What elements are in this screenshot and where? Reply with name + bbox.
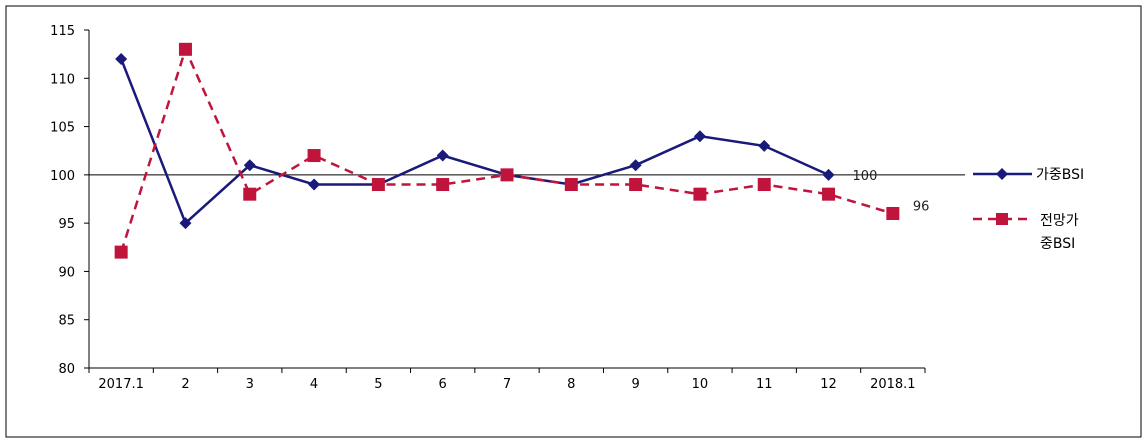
y-tick-label: 115 xyxy=(50,24,75,39)
y-tick-label: 80 xyxy=(58,362,75,377)
y-tick-label: 100 xyxy=(50,169,75,184)
x-tick-label: 4 xyxy=(310,377,318,392)
data-point-square xyxy=(178,42,192,56)
data-point-square xyxy=(629,178,643,192)
data-label: 100 xyxy=(853,169,878,184)
data-point-square xyxy=(500,168,514,182)
data-point-square xyxy=(693,187,707,201)
y-tick-label: 85 xyxy=(58,314,75,329)
data-point-diamond xyxy=(308,178,321,191)
x-tick-label: 2 xyxy=(181,377,189,392)
data-point-diamond xyxy=(629,159,642,172)
legend-label-0: 가중BSI xyxy=(1036,167,1084,183)
data-point-square xyxy=(243,187,257,201)
y-tick-label: 90 xyxy=(58,265,75,280)
data-point-diamond xyxy=(243,159,256,172)
legend-label-1-line: 중BSI xyxy=(1040,236,1075,252)
data-point-square xyxy=(564,178,578,192)
data-point-square xyxy=(436,178,450,192)
data-point-diamond xyxy=(115,52,128,65)
y-tick-label: 110 xyxy=(50,72,75,87)
data-point-diamond xyxy=(179,217,192,230)
x-tick-label: 2018.1 xyxy=(870,377,916,392)
data-label: 96 xyxy=(913,199,930,214)
data-point-square xyxy=(757,178,771,192)
x-tick-label: 2017.1 xyxy=(98,377,144,392)
legend-label-1-line: 전망가 xyxy=(1040,213,1079,229)
x-tick-label: 8 xyxy=(567,377,575,392)
plot-area: 80 85 90 95 100 105 110 115 2017.1 2 3 4 5 6 7 8 9 10 11 12… xyxy=(50,24,965,392)
x-tick-label: 3 xyxy=(246,377,254,392)
data-point-diamond xyxy=(758,139,771,152)
x-tick-label: 11 xyxy=(756,377,773,392)
data-point-square xyxy=(886,206,900,220)
y-tick-label: 105 xyxy=(50,121,75,136)
data-point-diamond xyxy=(822,168,835,181)
chart-border xyxy=(5,5,1142,438)
legend-marker-square xyxy=(996,213,1008,225)
x-tick-label: 7 xyxy=(503,377,511,392)
x-tick-label: 6 xyxy=(439,377,447,392)
y-tick-label: 95 xyxy=(58,217,75,232)
x-tick-label: 9 xyxy=(631,377,639,392)
legend-marker-diamond xyxy=(996,168,1008,180)
data-point-square xyxy=(371,178,385,192)
x-tick-label: 10 xyxy=(692,377,709,392)
data-point-diamond xyxy=(693,130,706,143)
data-point-square xyxy=(307,149,321,163)
x-tick-label: 12 xyxy=(820,377,837,392)
series-line-0 xyxy=(120,58,830,226)
data-point-square xyxy=(114,245,128,259)
x-tick-label: 5 xyxy=(374,377,382,392)
data-point-diamond xyxy=(436,149,449,162)
data-point-square xyxy=(822,187,836,201)
